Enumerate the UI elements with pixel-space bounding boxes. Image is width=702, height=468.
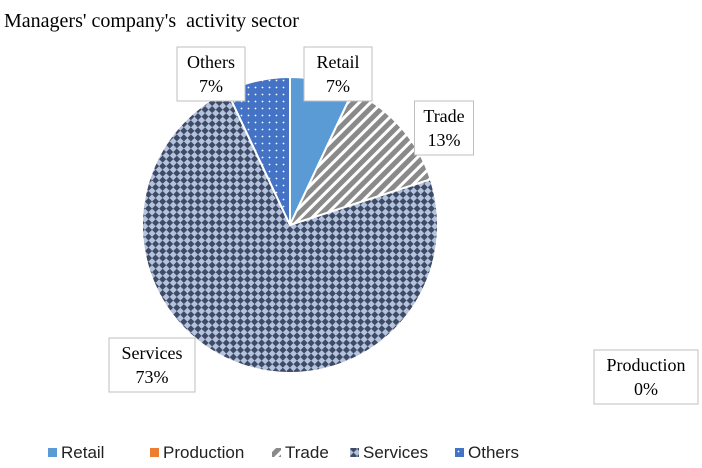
legend-label: Others — [468, 443, 519, 462]
legend-swatch — [272, 448, 281, 457]
legend-swatch — [150, 448, 159, 457]
data-label-box — [593, 349, 699, 405]
data-label-box — [414, 100, 474, 156]
legend-label: Trade — [285, 443, 329, 462]
legend-label: Services — [363, 443, 428, 462]
data-label-value: 0% — [634, 379, 658, 399]
data-label-box — [176, 46, 246, 102]
data-label-name: Retail — [317, 52, 360, 72]
data-label-name: Trade — [423, 106, 464, 126]
pie-slice — [141, 89, 439, 374]
data-label-box — [303, 46, 373, 102]
legend-label: Retail — [61, 443, 104, 462]
data-label-value: 73% — [136, 367, 169, 387]
legend-label: Production — [163, 443, 244, 462]
data-label-name: Services — [122, 343, 183, 363]
data-label-name: Others — [187, 52, 235, 72]
legend-swatch — [350, 448, 359, 457]
chart-title: Managers' company's activity sector — [4, 10, 299, 32]
data-label-value: 13% — [428, 130, 461, 150]
data-label-value: 7% — [326, 76, 350, 96]
data-label-name: Production — [607, 355, 686, 375]
legend-swatch — [455, 448, 464, 457]
legend-swatch — [48, 448, 57, 457]
data-label-value: 7% — [199, 76, 223, 96]
data-label-box — [108, 337, 196, 393]
